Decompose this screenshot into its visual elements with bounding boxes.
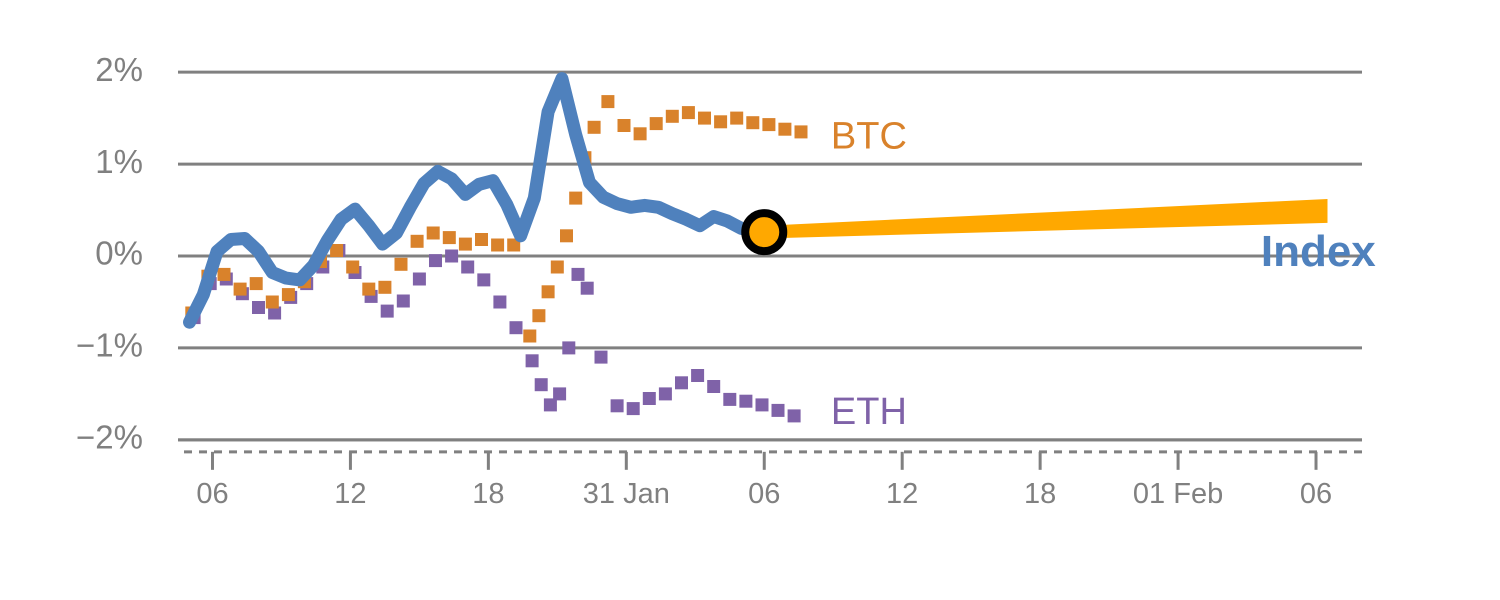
series-marker-btc xyxy=(217,267,231,281)
series-marker-btc xyxy=(281,288,295,302)
series-marker-btc xyxy=(665,109,679,123)
series-marker-eth xyxy=(691,369,705,382)
series-marker-eth xyxy=(675,376,688,390)
series-marker-eth xyxy=(429,254,442,268)
series-line-index xyxy=(183,72,771,329)
x-tick-label: 12 xyxy=(886,478,918,510)
series-marker-btc xyxy=(426,226,440,240)
x-tick-label: 01 Feb xyxy=(1133,478,1223,510)
series-marker-btc xyxy=(601,95,615,109)
series-marker-eth xyxy=(525,354,539,368)
series-marker-btc xyxy=(233,282,247,296)
series-marker-eth xyxy=(739,394,753,408)
series-marker-btc xyxy=(681,106,695,120)
series-marker-btc xyxy=(458,237,472,251)
series-marker-eth xyxy=(594,350,608,364)
series-marker-eth xyxy=(771,403,785,417)
series-marker-eth xyxy=(610,399,624,413)
y-tick-label: 0% xyxy=(95,235,143,272)
series-marker-btc xyxy=(560,229,573,243)
series-marker-btc xyxy=(794,125,808,139)
series-marker-btc xyxy=(442,231,456,245)
series-marker-btc xyxy=(778,122,792,136)
series-marker-btc xyxy=(394,257,408,271)
current-value-marker[interactable] xyxy=(741,209,788,256)
series-marker-eth xyxy=(412,272,426,286)
series-marker-btc xyxy=(550,260,564,274)
series-marker-btc xyxy=(532,309,546,323)
series-marker-btc xyxy=(633,127,647,141)
series-marker-eth xyxy=(642,392,656,405)
series-marker-btc xyxy=(541,285,555,299)
series-marker-eth xyxy=(626,402,640,416)
series-index xyxy=(183,72,771,329)
series-marker-eth xyxy=(562,341,576,355)
series-marker-eth xyxy=(477,273,491,287)
series-marker-btc xyxy=(491,238,505,252)
series-marker-btc xyxy=(410,234,424,248)
series-marker-eth xyxy=(787,409,801,423)
series-label-index: Index xyxy=(1261,227,1376,276)
x-tick-label: 06 xyxy=(196,478,228,510)
y-axis-tick-labels: 2% 1% 0% −1% −2% xyxy=(76,51,143,456)
series-marker-eth xyxy=(380,304,394,318)
series-marker-eth xyxy=(553,387,567,401)
series-btc xyxy=(185,95,808,343)
series-marker-eth xyxy=(493,295,507,309)
series-marker-eth xyxy=(252,301,265,314)
series-marker-eth xyxy=(755,398,769,412)
y-tick-label: −1% xyxy=(76,327,143,364)
series-marker-eth xyxy=(268,306,282,320)
forecast-cone xyxy=(764,199,1328,239)
forecast-cone-shape xyxy=(764,199,1328,239)
x-tick-label: 31 Jan xyxy=(583,478,670,510)
series-marker-btc xyxy=(346,260,360,274)
x-tick-label: 18 xyxy=(472,478,504,510)
series-marker-btc xyxy=(587,120,601,134)
series-marker-btc xyxy=(330,244,344,257)
series-labels: Index BTC ETH xyxy=(831,115,1376,433)
series-marker-btc xyxy=(617,119,631,132)
series-marker-eth xyxy=(707,380,721,393)
series-marker-btc xyxy=(698,111,711,125)
marker-core xyxy=(755,223,773,241)
series-marker-btc xyxy=(249,277,263,291)
series-marker-btc xyxy=(730,111,744,125)
series-marker-btc xyxy=(362,282,376,296)
y-tick-label: 2% xyxy=(95,51,143,88)
x-axis xyxy=(178,438,1362,470)
x-tick-label: 06 xyxy=(748,478,780,510)
series-marker-btc xyxy=(378,280,392,294)
x-tick-label: 12 xyxy=(334,478,366,510)
series-marker-btc xyxy=(265,295,279,309)
series-marker-eth xyxy=(658,387,672,401)
series-marker-btc xyxy=(507,238,521,252)
series-marker-eth xyxy=(461,260,475,274)
series-label-eth: ETH xyxy=(831,391,907,433)
series-marker-eth xyxy=(580,281,594,295)
y-tick-label: 1% xyxy=(95,143,143,180)
series-marker-btc xyxy=(475,233,488,246)
series-marker-btc xyxy=(569,191,583,205)
series-marker-eth xyxy=(543,398,557,412)
series-marker-eth xyxy=(509,321,523,335)
series-marker-eth xyxy=(396,294,410,308)
series-marker-eth xyxy=(571,267,585,281)
series-marker-btc xyxy=(746,116,760,130)
x-tick-label: 06 xyxy=(1300,478,1332,510)
series-marker-btc xyxy=(714,115,728,129)
series-eth xyxy=(187,244,801,423)
series-label-btc: BTC xyxy=(831,115,907,157)
series-marker-btc xyxy=(762,118,776,132)
series-marker-eth xyxy=(534,378,548,392)
x-tick-label: 18 xyxy=(1024,478,1056,510)
x-axis-tick-labels: 06 12 18 31 Jan 06 12 18 01 Feb 06 xyxy=(196,478,1332,510)
series-marker-btc xyxy=(649,117,663,131)
series-marker-eth xyxy=(445,249,459,263)
series-marker-btc xyxy=(523,329,537,343)
series-marker-eth xyxy=(723,392,737,406)
y-tick-label: −2% xyxy=(76,419,143,456)
